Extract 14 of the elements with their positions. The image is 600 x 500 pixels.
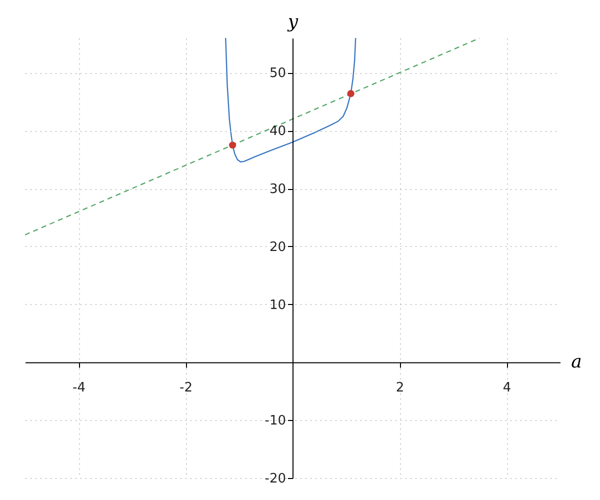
x-tick-label: -4: [72, 380, 86, 396]
y-tick-label: -10: [264, 414, 286, 429]
x-axis-title: a: [571, 352, 582, 373]
x-tick-label: -2: [180, 380, 192, 396]
y-tick-label: 30: [269, 182, 286, 198]
y-tick-label: -20: [264, 472, 286, 486]
x-tick-label: 2: [396, 380, 404, 396]
y-tick-label: 10: [269, 298, 286, 313]
line-series: [225, 38, 356, 162]
y-tick-label: 20: [269, 240, 286, 255]
y-tick-label: 40: [269, 124, 286, 140]
x-tick-label: 4: [502, 380, 512, 396]
y-tick-label: 50: [269, 66, 286, 82]
y-axis-title: y: [286, 12, 299, 32]
